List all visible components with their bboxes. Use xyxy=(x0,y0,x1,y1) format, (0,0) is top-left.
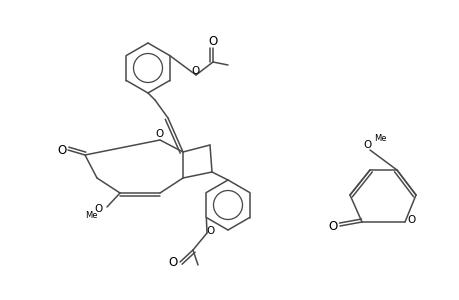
Text: O: O xyxy=(363,140,371,150)
Text: Me: Me xyxy=(84,212,97,220)
Text: O: O xyxy=(95,204,103,214)
Text: O: O xyxy=(168,256,177,268)
Text: O: O xyxy=(57,143,67,157)
Text: O: O xyxy=(407,215,415,225)
Text: O: O xyxy=(156,129,164,139)
Text: Me: Me xyxy=(373,134,386,142)
Text: O: O xyxy=(328,220,337,232)
Text: O: O xyxy=(191,66,200,76)
Text: O: O xyxy=(208,34,217,47)
Text: O: O xyxy=(207,226,215,236)
